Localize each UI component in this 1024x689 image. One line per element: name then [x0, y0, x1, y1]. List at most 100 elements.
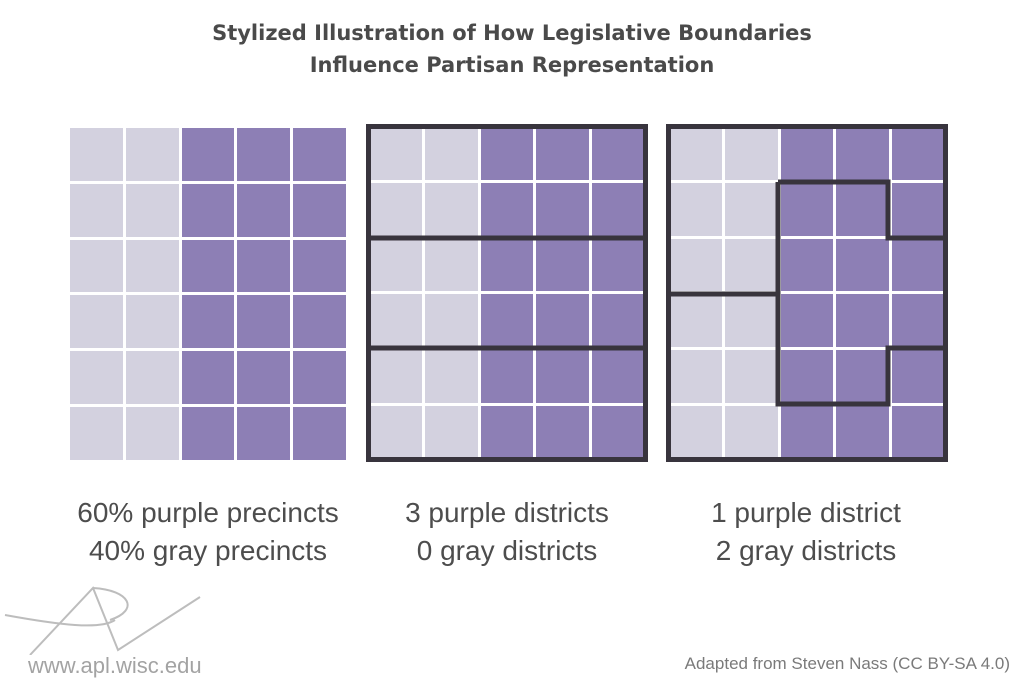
title-line-1: Stylized Illustration of How Legislative… — [212, 21, 812, 45]
purple-precinct — [293, 183, 346, 237]
gray-precinct — [70, 295, 123, 349]
purple-precinct — [892, 127, 945, 180]
gray-precinct — [125, 295, 179, 349]
purple-precinct — [293, 295, 346, 349]
gray-precinct — [70, 239, 123, 293]
purple-precinct — [592, 238, 645, 292]
purple-precinct — [536, 294, 590, 348]
purple-precinct — [181, 407, 235, 460]
purple-precinct — [536, 127, 590, 180]
purple-precinct — [237, 351, 291, 405]
purple-precinct — [181, 128, 235, 181]
purple-precinct — [181, 351, 235, 405]
purple-precinct — [892, 406, 945, 459]
purple-precinct — [592, 406, 645, 459]
gray-precinct — [669, 294, 722, 348]
purple-precinct — [293, 239, 346, 293]
gray-precinct — [369, 182, 422, 236]
website-url: www.apl.wisc.edu — [28, 653, 202, 678]
purple-precinct — [181, 183, 235, 237]
purple-precinct — [592, 350, 645, 404]
gray-precinct — [724, 350, 778, 404]
horizontal-district-grid — [369, 127, 645, 459]
gray-precinct — [424, 127, 478, 180]
gray-precinct — [669, 350, 722, 404]
apl-logo-icon — [4, 586, 201, 655]
purple-precinct — [480, 406, 534, 459]
purple-precinct — [836, 406, 890, 459]
purple-precinct — [892, 350, 945, 404]
title-line-2: Influence Partisan Representation — [309, 53, 715, 77]
purple-precinct — [836, 127, 890, 180]
gray-precinct — [369, 127, 422, 180]
purple-precinct — [480, 294, 534, 348]
purple-precinct — [536, 350, 590, 404]
gray-precinct — [724, 182, 778, 236]
gray-precinct — [724, 406, 778, 459]
purple-precinct — [237, 295, 291, 349]
gray-precinct — [724, 294, 778, 348]
purple-precinct — [181, 295, 235, 349]
gray-precinct — [70, 128, 123, 181]
gray-precinct — [424, 182, 478, 236]
caption-horizontal-line-2: 0 gray districts — [416, 535, 598, 566]
horizontal-district-lines — [366, 235, 648, 351]
gray-precinct — [669, 127, 722, 180]
gray-precinct — [70, 183, 123, 237]
caption-horizontal-line-1: 3 purple districts — [405, 497, 609, 528]
purple-precinct — [780, 238, 834, 292]
gray-precinct — [369, 350, 422, 404]
purple-precinct — [293, 351, 346, 405]
purple-precinct — [892, 238, 945, 292]
gray-precinct — [424, 294, 478, 348]
attribution-credit: Adapted from Steven Nass (CC BY-SA 4.0) — [684, 654, 1010, 673]
purple-precinct — [237, 239, 291, 293]
gray-precinct — [724, 127, 778, 180]
gray-precinct — [125, 239, 179, 293]
purple-precinct — [293, 407, 346, 460]
gray-precinct — [424, 406, 478, 459]
purple-precinct — [780, 182, 834, 236]
caption-gerrymandered-line-1: 1 purple district — [711, 497, 901, 528]
gray-precinct — [125, 183, 179, 237]
purple-precinct — [780, 406, 834, 459]
gray-precinct — [70, 351, 123, 405]
gray-precinct — [125, 128, 179, 181]
gray-precinct — [369, 238, 422, 292]
gray-precinct — [424, 350, 478, 404]
gray-precinct — [424, 238, 478, 292]
purple-precinct — [237, 128, 291, 181]
purple-precinct — [836, 238, 890, 292]
gray-precinct — [125, 351, 179, 405]
caption-gerrymandered-line-2: 2 gray districts — [715, 535, 897, 566]
purple-precinct — [293, 128, 346, 181]
purple-precinct — [780, 294, 834, 348]
purple-precinct — [780, 127, 834, 180]
purple-precinct — [836, 350, 890, 404]
purple-precinct — [592, 182, 645, 236]
gray-precinct — [669, 406, 722, 459]
caption-precincts-line-1: 60% purple precincts — [77, 497, 339, 528]
gray-precinct — [125, 407, 179, 460]
purple-precinct — [237, 407, 291, 460]
purple-precinct — [480, 182, 534, 236]
purple-precinct — [181, 239, 235, 293]
purple-precinct — [536, 406, 590, 459]
purple-precinct — [892, 182, 945, 236]
precinct-grid — [70, 128, 346, 460]
purple-precinct — [480, 238, 534, 292]
gray-precinct — [669, 238, 722, 292]
gray-precinct — [70, 407, 123, 460]
gray-precinct — [369, 294, 422, 348]
caption-precincts-line-2: 40% gray precincts — [88, 535, 328, 566]
gerrymandered-district-lines — [666, 179, 948, 407]
purple-precinct — [480, 127, 534, 180]
gray-precinct — [669, 182, 722, 236]
purple-precinct — [892, 294, 945, 348]
district-outer-boundary — [366, 124, 648, 462]
purple-precinct — [237, 183, 291, 237]
purple-precinct — [592, 127, 645, 180]
purple-precinct — [592, 294, 645, 348]
purple-precinct — [536, 238, 590, 292]
purple-precinct — [480, 350, 534, 404]
